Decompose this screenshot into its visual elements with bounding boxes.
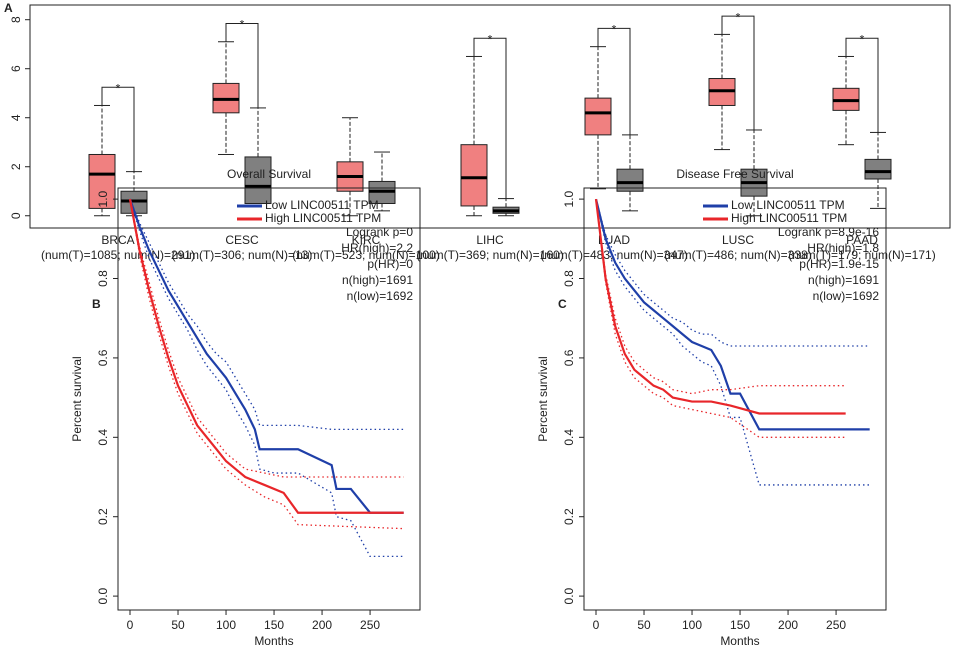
x-tick-label: 0 xyxy=(593,618,600,632)
category-sublabel: (num(T)=483; num(N)=347) xyxy=(540,248,687,262)
category-sublabel: (num(T)=306; num(N)=13) xyxy=(172,248,313,262)
y-tick-label: 0.2 xyxy=(96,508,110,525)
x-tick-label: 50 xyxy=(171,618,185,632)
x-tick-label: 100 xyxy=(682,618,702,632)
y-tick-label: 4 xyxy=(9,114,23,121)
significance-bracket xyxy=(101,86,135,172)
y-axis-label: Percent survival xyxy=(70,356,84,441)
y-tick-label: 6 xyxy=(9,65,23,72)
legend-label: Low LINC00511 TPM xyxy=(731,198,845,212)
category-label: PAAD xyxy=(846,233,878,247)
significance-star: * xyxy=(240,18,245,32)
significance-star: * xyxy=(612,23,617,37)
y-tick-label: 0 xyxy=(9,212,23,219)
panel-label: C xyxy=(558,297,567,311)
x-tick-label: 50 xyxy=(637,618,651,632)
y-tick-label: 0.8 xyxy=(96,270,110,287)
significance-star: * xyxy=(860,32,865,46)
category-label: LUSC xyxy=(722,233,754,247)
annotation: n(low)=1692 xyxy=(813,289,880,303)
y-tick-label: 0.0 xyxy=(96,587,110,604)
category-sublabel: (num(T)=486; num(N)=338) xyxy=(664,248,811,262)
x-tick-label: 150 xyxy=(730,618,750,632)
plot-frame xyxy=(583,187,887,611)
annotation: n(high)=1691 xyxy=(808,273,879,287)
y-tick-label: 0.6 xyxy=(96,349,110,366)
y-tick-label: 2 xyxy=(9,163,23,170)
annotation: HR(high)=1.8 xyxy=(807,241,879,255)
y-tick-label: 0.6 xyxy=(562,349,576,366)
y-tick-label: 0.8 xyxy=(562,270,576,287)
plot-frame xyxy=(29,4,951,229)
chart-title: Overall Survival xyxy=(227,167,311,181)
y-tick-label: 8 xyxy=(9,16,23,23)
panel-label: B xyxy=(92,297,101,311)
box xyxy=(88,153,116,209)
x-tick-label: 0 xyxy=(127,618,134,632)
category-label: CESC xyxy=(225,233,259,247)
y-tick-label: 0.4 xyxy=(96,429,110,446)
category-label: KIRC xyxy=(352,233,381,247)
x-tick-label: 250 xyxy=(826,618,846,632)
survival-curve xyxy=(128,198,404,514)
significance-star: * xyxy=(116,81,121,95)
category-label: LUAD xyxy=(598,233,630,247)
survival-curve xyxy=(594,198,870,431)
x-tick-label: 250 xyxy=(360,618,380,632)
y-tick-label: 1.0 xyxy=(562,190,576,207)
ci-upper xyxy=(595,199,846,395)
category-sublabel: (num(T)=179; num(N)=171) xyxy=(788,248,935,262)
legend-label: Low LINC00511 TPM xyxy=(265,198,379,212)
significance-bracket xyxy=(721,15,755,130)
category-sublabel: (num(T)=523; num(N)=100) xyxy=(292,248,439,262)
annotation: p(HR)=0 xyxy=(367,257,413,271)
annotation: Logrank p=8.9e-16 xyxy=(778,225,879,239)
plot-frame xyxy=(117,187,421,611)
x-tick-label: 100 xyxy=(216,618,236,632)
y-tick-label: 0.4 xyxy=(562,429,576,446)
annotation: n(low)=1692 xyxy=(347,289,414,303)
survival-curve xyxy=(128,198,404,514)
category-label: LIHC xyxy=(476,233,504,247)
y-tick-label: 1.0 xyxy=(96,190,110,207)
significance-bracket xyxy=(473,37,507,199)
ci-upper xyxy=(595,198,870,347)
y-tick-label: 0.2 xyxy=(562,508,576,525)
box xyxy=(460,144,488,207)
x-tick-label: 200 xyxy=(312,618,332,632)
box xyxy=(244,156,272,204)
annotation: n(high)=1691 xyxy=(342,273,413,287)
x-axis-label: Months xyxy=(720,634,759,648)
box xyxy=(864,158,892,180)
annotation: Logrank p=0 xyxy=(346,225,413,239)
box xyxy=(584,97,612,136)
survival-curve xyxy=(594,198,846,415)
y-axis-label: Percent survival xyxy=(536,356,550,441)
y-tick-label: 0.0 xyxy=(562,587,576,604)
significance-star: * xyxy=(736,10,741,24)
x-axis-label: Months xyxy=(254,634,293,648)
box xyxy=(616,168,644,192)
significance-bracket xyxy=(597,27,631,135)
legend-label: High LINC00511 TPM xyxy=(731,211,847,225)
chart-title: Disease Free Survival xyxy=(676,167,793,181)
significance-star: * xyxy=(488,32,493,46)
annotation: p(HR)=1.9e-15 xyxy=(799,257,879,271)
x-tick-label: 200 xyxy=(778,618,798,632)
category-sublabel: (num(T)=369; num(N)=160) xyxy=(416,248,563,262)
significance-bracket xyxy=(225,23,259,108)
panel-label: A xyxy=(4,1,13,15)
annotation: HR(high)=2.2 xyxy=(341,241,413,255)
legend-label: High LINC00511 TPM xyxy=(265,211,381,225)
ci-lower xyxy=(129,198,404,558)
x-tick-label: 150 xyxy=(264,618,284,632)
significance-bracket xyxy=(845,37,879,133)
